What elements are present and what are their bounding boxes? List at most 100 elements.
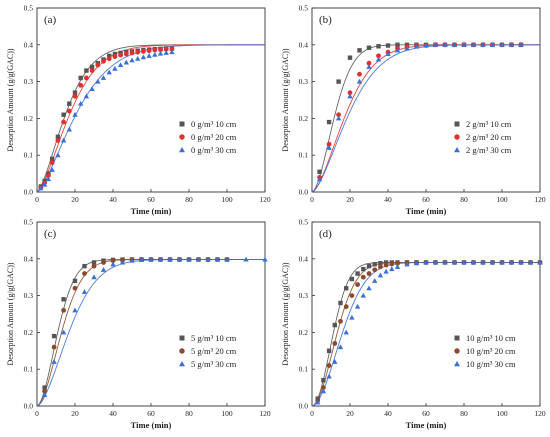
- chart-panel-3: 0 20 40 60 80 100 120 0.0 0.1 0.2 0.3 0.4 0.5 Time (m…: [6, 218, 271, 431]
- data-point: [423, 42, 429, 48]
- data-point: [366, 60, 372, 66]
- data-point: [321, 378, 326, 383]
- legend-label: 10 g/m³ 20 cm: [466, 346, 516, 356]
- panel-label: (d): [319, 228, 332, 240]
- legend-marker: [454, 335, 460, 341]
- x-tick-label: 20: [71, 409, 79, 418]
- data-point: [537, 259, 543, 265]
- y-tick-label: 0.5: [299, 4, 309, 13]
- legend-label: 2 g/m³ 20 cm: [466, 132, 512, 142]
- data-point: [157, 50, 164, 56]
- data-point: [451, 42, 458, 47]
- data-point: [360, 274, 366, 280]
- legend-label: 5 g/m³ 10 cm: [191, 333, 237, 343]
- data-point: [45, 176, 52, 182]
- x-axis-label: Time (min): [406, 420, 447, 430]
- y-axis-label: Desorption Amount (g/g(GAC)): [281, 48, 290, 151]
- legend-label: 5 g/m³ 30 cm: [191, 359, 237, 369]
- data-point: [224, 256, 230, 262]
- legend-label: 10 g/m³ 10 cm: [466, 333, 516, 343]
- chart-panel-2: 0 20 40 60 80 100 120 0.0 0.1 0.2 0.3 0.4 0.5 Time (m…: [281, 4, 546, 217]
- data-point: [470, 42, 477, 47]
- data-point: [141, 49, 146, 54]
- y-tick-label: 0.1: [24, 365, 34, 374]
- data-point: [518, 42, 524, 47]
- x-tick-label: 40: [384, 195, 392, 204]
- data-point: [395, 42, 400, 47]
- data-point: [119, 259, 126, 265]
- data-point: [95, 78, 101, 84]
- x-axis-label: Time (min): [131, 206, 172, 216]
- data-point: [332, 359, 338, 364]
- data-point: [432, 42, 439, 47]
- data-point: [315, 399, 321, 405]
- data-point: [480, 42, 486, 47]
- legend-label: 10 g/m³ 30 cm: [466, 359, 516, 369]
- data-point: [332, 341, 338, 346]
- y-tick-label: 0.2: [299, 114, 309, 123]
- legend-label: 0 g/m³ 10 cm: [191, 119, 237, 129]
- data-point: [360, 292, 366, 298]
- data-point: [349, 293, 355, 298]
- y-tick-label: 0.2: [24, 328, 34, 337]
- y-tick-label: 0.5: [299, 218, 309, 227]
- legend-marker: [454, 361, 460, 367]
- data-point: [404, 45, 410, 51]
- x-tick-label: 60: [422, 409, 430, 418]
- data-point: [60, 329, 67, 335]
- y-tick-label: 0.0: [299, 402, 309, 411]
- data-point: [82, 271, 87, 276]
- data-point: [83, 93, 90, 99]
- data-point: [432, 259, 439, 265]
- data-point: [169, 49, 175, 55]
- data-point: [470, 259, 477, 265]
- plot-frame: [311, 7, 541, 193]
- data-point: [176, 256, 183, 262]
- data-point: [332, 322, 337, 328]
- data-point: [205, 256, 211, 262]
- data-point: [366, 64, 372, 69]
- data-point: [89, 64, 95, 70]
- data-point: [338, 300, 343, 306]
- data-point: [91, 260, 97, 265]
- data-point: [107, 53, 112, 59]
- data-point: [336, 112, 341, 118]
- data-point: [82, 263, 87, 269]
- data-point: [377, 272, 384, 278]
- x-tick-label: 80: [460, 195, 468, 204]
- x-tick-label: 100: [221, 409, 233, 418]
- data-point: [423, 259, 429, 265]
- y-tick-label: 0.4: [299, 254, 309, 263]
- data-point: [106, 69, 112, 75]
- data-point: [336, 79, 341, 84]
- y-tick-label: 0.3: [24, 77, 34, 86]
- data-point: [135, 49, 141, 55]
- data-point: [404, 261, 410, 267]
- data-point: [442, 259, 448, 265]
- data-point: [389, 261, 395, 267]
- x-tick-label: 120: [534, 195, 546, 204]
- x-tick-label: 60: [147, 195, 155, 204]
- data-point: [78, 82, 84, 88]
- y-tick-label: 0.3: [299, 77, 309, 86]
- data-point: [326, 141, 332, 147]
- y-tick-label: 0.5: [24, 4, 34, 13]
- data-point: [335, 115, 342, 121]
- x-tick-label: 0: [35, 195, 39, 204]
- y-tick-label: 0.4: [299, 40, 309, 49]
- data-point: [89, 86, 95, 91]
- data-point: [413, 43, 420, 49]
- x-tick-label: 120: [259, 409, 271, 418]
- data-point: [372, 262, 377, 267]
- legend-marker: [454, 134, 460, 140]
- data-point: [347, 90, 353, 96]
- data-point: [110, 261, 116, 267]
- data-point: [451, 259, 458, 265]
- y-tick-label: 0.0: [24, 188, 34, 197]
- x-tick-label: 100: [496, 409, 508, 418]
- data-point: [214, 256, 221, 262]
- panel-label: (b): [319, 14, 332, 26]
- x-tick-label: 120: [259, 195, 271, 204]
- data-point: [385, 51, 391, 56]
- data-point: [499, 259, 505, 265]
